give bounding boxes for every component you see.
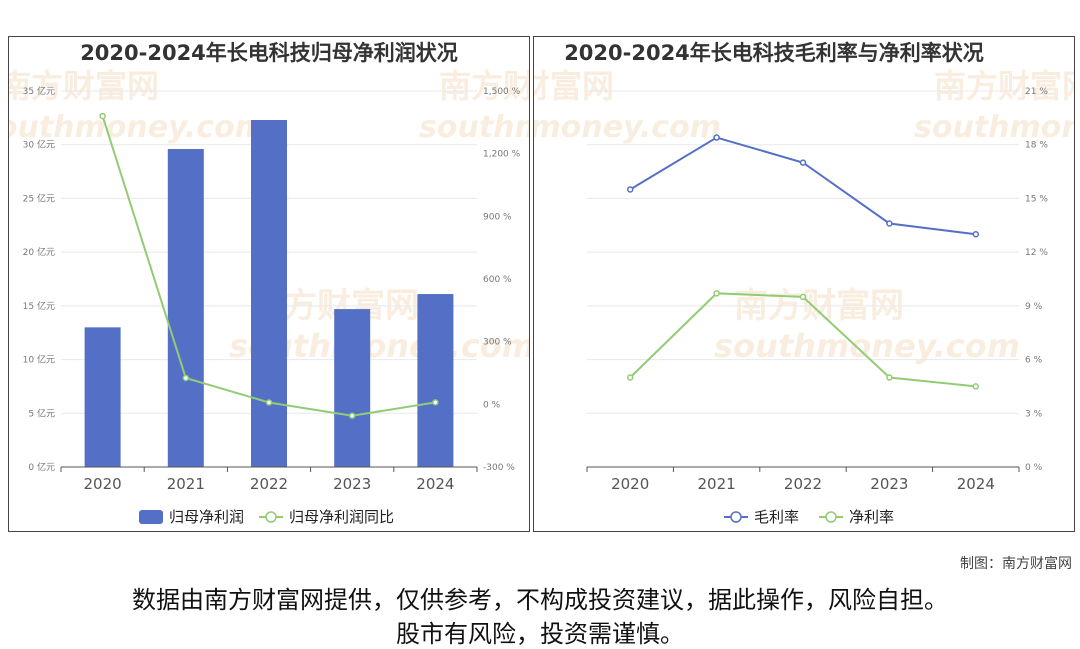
y-right-tick-label: 600 %: [483, 275, 512, 285]
bar-2023: [334, 309, 371, 467]
y-right-tick-label: 9 %: [1025, 302, 1043, 312]
chart-title: 2020-2024年长电科技归母净利润状况: [80, 41, 458, 65]
legend: 毛利率 净利率: [724, 508, 894, 526]
y-right-tick-label: 900 %: [483, 212, 512, 222]
legend-marker: [730, 511, 742, 523]
watermark-layer: 南方财富网southmoney.com南方财富网southmoney.com南方…: [9, 67, 529, 365]
series-0-point-2023: [886, 220, 893, 227]
y-right-tick-label: -300 %: [483, 463, 515, 473]
y-right-tick-label: 12 %: [1025, 248, 1048, 258]
x-tick-label: 2022: [784, 475, 822, 493]
series-1-point-2021: [713, 290, 720, 297]
series-1-point-2023: [886, 374, 893, 381]
legend-bar-swatch[interactable]: [139, 510, 163, 524]
bar-2022: [251, 120, 287, 468]
watermark-cn: 南方财富网: [934, 67, 1074, 105]
margin-chart: 南方财富网southmoney.com南方财富网southmoney.com南方…: [534, 41, 1074, 526]
y-right-tick-label: 6 %: [1025, 356, 1043, 366]
disclaimer-line-1: 数据由南方财富网提供，仅供参考，不构成投资建议，据此操作，风险自担。: [132, 586, 948, 614]
series-0-point-2022: [799, 159, 807, 166]
watermark-cn: 南方财富网: [534, 67, 614, 105]
y-left-tick-label: 35 亿元: [23, 85, 55, 97]
series-1-point-2024: [972, 383, 980, 390]
x-tick-label: 2022: [250, 475, 288, 493]
chart-title: 2020-2024年长电科技毛利率与净利率状况: [564, 41, 984, 65]
y-left-tick-label: 10 亿元: [23, 354, 55, 366]
y-left-tick-label: 15 亿元: [23, 300, 55, 312]
x-tick-label: 2024: [957, 475, 995, 493]
watermark-cn: 南方财富网: [439, 67, 529, 105]
watermark-en: southmoney.com: [419, 110, 529, 145]
legend-marker: [825, 511, 837, 523]
y-right-tick-label: 15 %: [1025, 194, 1048, 204]
y-left-tick-label: 30 亿元: [23, 139, 55, 151]
y-right-tick-label: 300 %: [483, 338, 512, 348]
yoy-point-2023: [348, 412, 356, 419]
y-right-tick-label: 1,200 %: [483, 150, 521, 160]
chart-credit: 制图：南方财富网: [960, 556, 1072, 572]
series-0-point-2020: [626, 186, 634, 193]
x-tick-label: 2021: [698, 475, 736, 493]
bar-2024: [417, 294, 454, 467]
x-tick-label: 2021: [167, 475, 205, 493]
bar-2020: [84, 327, 121, 467]
watermark-layer: 南方财富网southmoney.com南方财富网southmoney.com南方…: [534, 67, 1074, 365]
legend-label[interactable]: 毛利率: [754, 508, 799, 526]
legend-marker: [265, 511, 277, 523]
series-0-point-2021: [713, 134, 720, 141]
x-tick-label: 2020: [611, 475, 649, 493]
x-tick-label: 2024: [416, 475, 454, 493]
yoy-point-2021: [182, 374, 190, 382]
series-line-0: [629, 136, 976, 236]
y-left-tick-label: 25 亿元: [23, 192, 55, 204]
bar-2021: [167, 149, 204, 468]
series-0-point-2024: [972, 230, 980, 238]
watermark-en: southmoney.com: [714, 327, 1020, 365]
series-1-point-2022: [799, 293, 807, 301]
legend: 归母净利润 归母净利润同比: [139, 508, 394, 526]
watermark-en: southmoney.com: [9, 110, 266, 145]
watermark-cn: 南方财富网: [9, 67, 159, 105]
legend-label[interactable]: 归母净利润同比: [289, 508, 394, 526]
watermark-en: southmoney.com: [914, 110, 1074, 145]
x-tick-label: 2023: [333, 475, 371, 493]
series-1-point-2020: [626, 374, 634, 381]
chart-panel-net-profit: 南方财富网southmoney.com南方财富网southmoney.com南方…: [8, 36, 530, 532]
y-left-tick-label: 0 亿元: [28, 461, 55, 473]
chart-panel-margins: 南方财富网southmoney.com南方财富网southmoney.com南方…: [533, 36, 1075, 532]
net-profit-chart: 南方财富网southmoney.com南方财富网southmoney.com南方…: [9, 41, 529, 526]
x-tick-label: 2023: [870, 475, 908, 493]
yoy-point-2022: [265, 399, 273, 406]
legend-label[interactable]: 归母净利润: [169, 508, 244, 526]
y-right-tick-label: 18 %: [1025, 141, 1048, 151]
y-left-tick-label: 5 亿元: [28, 407, 55, 419]
yoy-point-2024: [432, 399, 439, 406]
watermark-en: southmoney.com: [534, 110, 721, 145]
disclaimer-line-2: 股市有风险，投资需谨慎。: [396, 620, 684, 648]
yoy-point-2020: [99, 112, 106, 120]
y-right-tick-label: 21 %: [1025, 87, 1048, 97]
legend-label[interactable]: 净利率: [849, 508, 894, 526]
y-left-tick-label: 20 亿元: [23, 246, 55, 258]
y-right-tick-label: 0 %: [1025, 463, 1043, 473]
x-tick-label: 2020: [84, 475, 122, 493]
y-right-tick-label: 3 %: [1025, 409, 1043, 419]
y-right-tick-label: 1,500 %: [483, 87, 521, 97]
y-right-tick-label: 0 %: [483, 400, 501, 410]
